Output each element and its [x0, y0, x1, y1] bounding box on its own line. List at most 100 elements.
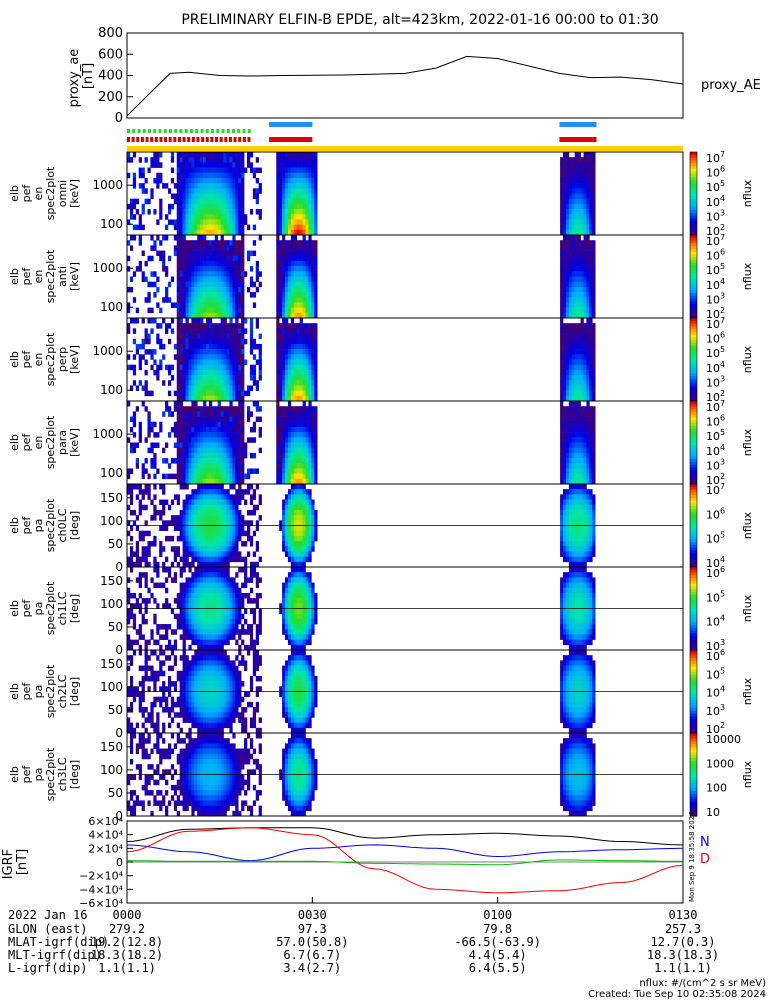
heatmap-cell [308, 432, 312, 438]
heatmap-cell [285, 447, 289, 454]
heatmap-cell [191, 375, 195, 381]
red-dash [210, 137, 214, 142]
heatmap-cell [592, 312, 596, 319]
heatmap-cell [197, 390, 201, 397]
heatmap-cell [592, 375, 596, 381]
heatmap-cell [185, 183, 189, 189]
heatmap-cell [565, 421, 570, 428]
heatmap-cell [153, 582, 157, 589]
heatmap-cell [217, 193, 221, 199]
heatmap-cell [206, 629, 210, 635]
heatmap-cell [580, 489, 584, 495]
heatmap-cell [176, 624, 180, 630]
heatmap-cell [235, 338, 239, 345]
heatmap-cell [565, 255, 570, 262]
heatmap-cell [185, 286, 189, 293]
heatmap-cell [287, 489, 292, 495]
heatmap-cell [206, 245, 210, 251]
heatmap-cell [308, 219, 312, 225]
heatmap-cell [565, 551, 570, 557]
heatmap-cell [314, 177, 318, 184]
heatmap-cell [223, 463, 227, 469]
heatmap-cell [563, 286, 567, 293]
heatmap-cell [132, 561, 137, 568]
heatmap-cell [560, 354, 564, 360]
heatmap-cell [276, 271, 280, 277]
heatmap-cell [208, 152, 213, 158]
heatmap-cell [162, 520, 166, 526]
heatmap-cell [580, 183, 584, 189]
heatmap-cell [226, 629, 230, 635]
heatmap-cell [563, 473, 567, 480]
heatmap-cell [565, 426, 570, 433]
colorbar-cell [690, 384, 697, 388]
heatmap-cell [206, 224, 210, 231]
colorbar-cell [690, 240, 697, 244]
heatmap-cell [290, 203, 295, 210]
heatmap-cell [173, 494, 178, 500]
heatmap-cell [285, 266, 289, 272]
heatmap-cell [249, 385, 254, 391]
heatmap-cell [285, 385, 289, 391]
heatmap-cell [241, 395, 245, 402]
heatmap-cell [214, 250, 219, 257]
heatmap-cell [282, 302, 286, 308]
heatmap-cell [589, 157, 593, 163]
heatmap-cell [241, 286, 245, 293]
heatmap-cell [282, 468, 286, 474]
heatmap-cell [232, 266, 236, 272]
heatmap-cell [200, 613, 204, 620]
heatmap-cell [314, 411, 318, 417]
heatmap-cell [223, 426, 227, 433]
heatmap-cell [194, 297, 198, 303]
heatmap-cell [279, 177, 283, 184]
heatmap-cell [129, 494, 134, 500]
heatmap-cell [135, 224, 140, 231]
heatmap-cell [226, 572, 230, 578]
heatmap-cell [571, 385, 576, 391]
heatmap-cell [287, 281, 292, 288]
heatmap-cell [565, 447, 570, 454]
heatmap-cell [299, 312, 303, 319]
heatmap-cell [208, 489, 213, 495]
heatmap-cell [203, 411, 207, 417]
heatmap-cell [206, 338, 210, 345]
heatmap-cell [592, 509, 596, 516]
heatmap-cell [296, 499, 300, 506]
heatmap-cell [574, 292, 578, 298]
heatmap-cell [132, 618, 137, 625]
heatmap-cell [176, 172, 180, 179]
heatmap-cell [282, 235, 286, 241]
heatmap-cell [206, 426, 210, 433]
heatmap-cell [249, 323, 254, 329]
heatmap-cell [147, 639, 151, 646]
heatmap-cell [592, 530, 596, 537]
heatmap-cell [165, 634, 169, 640]
heatmap-cell [586, 224, 590, 231]
heatmap-cell [182, 354, 186, 360]
heatmap-cell [156, 250, 160, 257]
heatmap-cell [586, 375, 590, 381]
heatmap-cell [208, 177, 213, 184]
heatmap-cell [211, 561, 216, 568]
heatmap-cell [182, 535, 186, 542]
heatmap-cell [580, 385, 584, 391]
heatmap-cell [299, 281, 303, 288]
heatmap-cell [583, 292, 587, 298]
heatmap-cell [217, 411, 221, 417]
heatmap-cell [208, 260, 213, 267]
heatmap-cell [200, 292, 204, 298]
heatmap-cell [226, 406, 230, 412]
heatmap-cell [203, 530, 207, 537]
heatmap-cell [308, 276, 312, 282]
heatmap-cell [191, 447, 195, 454]
heatmap-cell [127, 556, 131, 563]
heatmap-cell [258, 333, 262, 340]
heatmap-cell [305, 416, 309, 423]
heatmap-cell [226, 416, 230, 423]
heatmap-cell [282, 530, 286, 537]
heatmap-cell [308, 157, 312, 163]
heatmap-cell [287, 240, 292, 246]
heatmap-cell [197, 297, 201, 303]
